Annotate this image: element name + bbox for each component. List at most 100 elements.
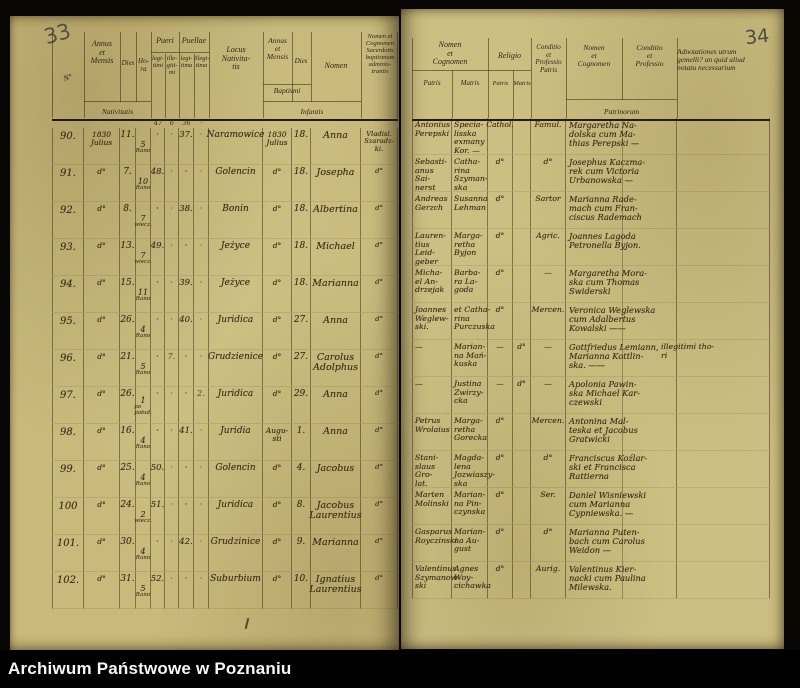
father-name: Micha- el An- drzejak	[415, 268, 445, 295]
baptism-year-month: d°	[272, 204, 282, 213]
count-girls-illegitimate: ·	[199, 463, 203, 472]
godparents: Antonina Mal- teska et Jacobus Gratwicki	[569, 416, 638, 445]
birth-hour-period: Rano	[135, 148, 151, 155]
mother-name: et Catha- rina Purczuska	[454, 305, 495, 332]
godparents: Marianna Puten- bach cum Carolus Weidon …	[569, 527, 645, 556]
birth-year-month: d°	[97, 574, 106, 583]
baptism-day: 18.	[293, 167, 309, 177]
birth-place: Jeżyce	[220, 241, 251, 251]
father-profession: —	[544, 268, 552, 277]
father-profession: —	[544, 379, 552, 388]
col-header-adnotationes: Adnotationes utrum gemelli? an quid aliu…	[677, 47, 745, 73]
mother-name: Marian- na Pin- czynska	[454, 490, 486, 517]
father-name: Antonius Perepski	[415, 120, 451, 138]
carryover-pueri-legitimi: 47	[153, 119, 163, 127]
baptism-day: 10.	[293, 574, 309, 584]
col-header-pueri-illegitimi: ille- giti- mi	[166, 55, 178, 77]
count-boys-illegitimate: ·	[170, 204, 173, 213]
baptism-year-month: d°	[272, 389, 282, 398]
carryover-puellae-legitima: 36	[182, 119, 191, 127]
child-name: Albertina	[313, 204, 358, 215]
birth-year-month: d°	[97, 352, 106, 361]
mother-name: Magda- lena Jozwiaszy- ska	[454, 453, 495, 488]
father-religion: d°	[495, 564, 505, 573]
father-name: Petrus Wrolaius	[415, 416, 450, 434]
count-boys-illegitimate: ·	[170, 426, 173, 435]
baptizing-priest: d°	[375, 500, 383, 508]
mother-name: Catha- rina Szyman- ska	[454, 157, 488, 192]
birth-hour: 5	[140, 583, 146, 593]
birth-year-month: d°	[97, 463, 106, 472]
right-table-header: Nomen et Cognomen Patris Matris Religio …	[412, 36, 770, 121]
count-boys-illegitimate: ·	[170, 500, 173, 509]
col-header-number: N°	[62, 71, 74, 84]
father-name: —	[415, 342, 423, 351]
count-girls-illegitimate: ·	[199, 537, 203, 546]
godparents: Valentinus Kier- nacki cum Paulina Milew…	[569, 564, 646, 593]
father-name: Joannes Weglew- ski.	[415, 305, 449, 332]
col-header-religio-father: Patris	[492, 80, 509, 87]
count-boys-illegitimate: ·	[170, 389, 173, 398]
baptizing-priest: d°	[375, 537, 383, 545]
parents-table-right: Nomen et Cognomen Patris Matris Religio …	[412, 36, 770, 599]
record-number: 100	[58, 501, 78, 512]
col-header-pueri-legitimi: legi- timi	[152, 55, 164, 70]
register-right-page: 34 Nomen et Cognomen Patris Matris Relig…	[401, 9, 784, 649]
col-header-godparents-profession: Conditio et Professio	[635, 43, 664, 69]
birth-day: 30.	[120, 537, 135, 547]
count-boys-legitimate: 48.	[150, 167, 165, 177]
count-boys-illegitimate: ·	[170, 315, 173, 324]
col-header-baptismi: Baptismi	[273, 86, 301, 95]
mother-name: Justina Zwirzy- cka	[454, 379, 484, 406]
record-number: 101.	[56, 538, 80, 549]
birth-place: Suburbium	[210, 574, 261, 584]
godparents: Margaretha Mora- ska cum Thomas Swidersk…	[569, 268, 648, 297]
baptism-year-month: d°	[272, 278, 282, 287]
col-header-nomen: Nomen	[324, 61, 348, 70]
col-header-sacerdos: Nomen et Cognomen Sacerdotis baptismum a…	[365, 33, 395, 76]
baptism-day: 18.	[293, 241, 309, 251]
baptism-day: 8.	[296, 500, 306, 510]
baptizing-priest: d°	[375, 204, 383, 212]
father-religion: —	[496, 379, 504, 388]
count-boys-legitimate: 52.	[150, 574, 165, 584]
baptism-year-month: d°	[272, 500, 282, 509]
birth-hour-period: wiecz.	[134, 222, 152, 229]
father-religion: Cathol.	[486, 120, 514, 129]
count-boys-legitimate: ·	[156, 352, 159, 362]
father-profession: d°	[543, 453, 553, 462]
birth-hour: 4	[140, 324, 146, 334]
birth-place: Juridia	[220, 426, 251, 436]
record-number: 95.	[60, 316, 76, 327]
span-header-infantis: Infantis	[300, 106, 324, 116]
count-girls-illegitimate: ·	[199, 315, 203, 324]
birth-hour: 4	[140, 472, 146, 482]
child-name: Jacobus	[316, 463, 355, 474]
father-religion: d°	[495, 416, 505, 425]
col-header-annus-baptismi: Annus et Mensis	[266, 36, 289, 62]
birth-place: Naramowice	[206, 130, 265, 140]
count-girls-illegitimate: ·	[199, 574, 203, 583]
col-header-mother: Matris	[460, 79, 480, 87]
baptism-year-month: d°	[272, 463, 282, 472]
birth-hour-period: wiecz.	[134, 259, 152, 266]
baptism-day: 4.	[296, 463, 306, 473]
godparents: Josephus Kaczma- rek cum Victoria Urbano…	[569, 157, 646, 186]
godparents: Gottfriedus Lemiann, Marianna Kottlin- s…	[569, 342, 659, 371]
baptism-day: 18.	[293, 204, 309, 214]
baptism-day: 27.	[293, 315, 309, 325]
count-boys-legitimate: ·	[156, 130, 159, 140]
birth-day: 7.	[123, 167, 132, 177]
father-religion: d°	[495, 268, 505, 277]
count-girls-legitimate: 41.	[179, 426, 193, 436]
col-header-dies-baptismi: Dies	[294, 57, 308, 65]
carryover-puellae-illegitima: ·	[200, 119, 203, 127]
mother-religion: d°	[517, 342, 526, 351]
father-religion: d°	[495, 527, 505, 536]
count-boys-legitimate: ·	[156, 426, 159, 436]
father-profession: Famul.	[534, 120, 562, 129]
father-name: Gasparus Royczinski	[415, 527, 458, 545]
count-boys-legitimate: ·	[156, 315, 159, 325]
father-profession: d°	[543, 527, 553, 536]
